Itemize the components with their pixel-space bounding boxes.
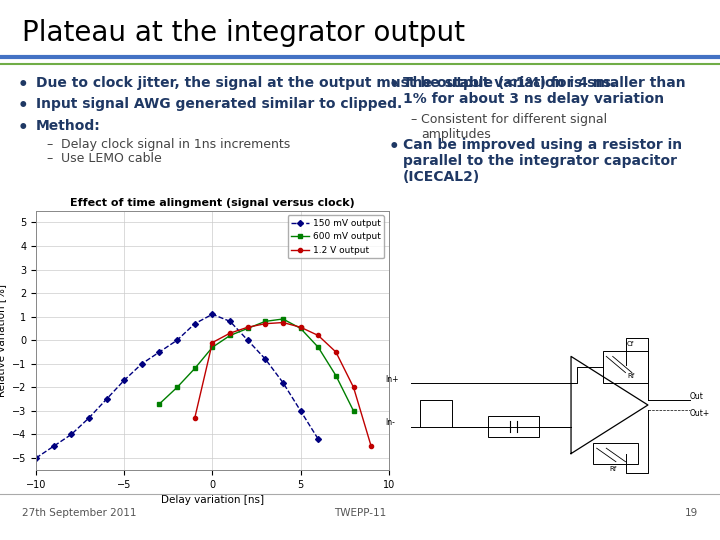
Text: TWEPP-11: TWEPP-11 xyxy=(334,508,386,518)
1.2 V output xyxy=(190,415,199,421)
150 mV output xyxy=(173,337,181,343)
600 mV output xyxy=(243,325,252,332)
150 mV output xyxy=(314,436,323,442)
1.2 V output xyxy=(261,320,269,327)
150 mV output xyxy=(243,337,252,343)
600 mV output xyxy=(297,325,305,332)
1.2 V output xyxy=(226,330,235,336)
Y-axis label: Relative variation [%]: Relative variation [%] xyxy=(0,284,6,397)
Title: Effect of time alingment (signal versus clock): Effect of time alingment (signal versus … xyxy=(70,198,355,208)
600 mV output xyxy=(208,344,217,350)
Text: •: • xyxy=(18,119,29,137)
600 mV output xyxy=(226,332,235,339)
600 mV output xyxy=(261,318,269,325)
Text: In+: In+ xyxy=(385,375,399,384)
Text: Rf: Rf xyxy=(609,466,617,472)
Text: Due to clock jitter, the signal at the output must be stable (<1%) for 4 ns.: Due to clock jitter, the signal at the o… xyxy=(36,76,616,90)
1.2 V output xyxy=(314,332,323,339)
150 mV output xyxy=(85,415,94,421)
Line: 600 mV output: 600 mV output xyxy=(158,317,356,413)
Text: •: • xyxy=(389,138,400,156)
600 mV output xyxy=(156,401,164,407)
1.2 V output xyxy=(349,384,358,390)
1.2 V output xyxy=(243,324,252,330)
Text: –: – xyxy=(410,113,417,126)
Legend: 150 mV output, 600 mV output, 1.2 V output: 150 mV output, 600 mV output, 1.2 V outp… xyxy=(287,215,384,258)
X-axis label: Delay variation [ns]: Delay variation [ns] xyxy=(161,495,264,505)
150 mV output xyxy=(138,361,146,367)
150 mV output xyxy=(279,380,287,386)
150 mV output xyxy=(297,408,305,414)
600 mV output xyxy=(190,365,199,372)
150 mV output xyxy=(261,356,269,362)
1.2 V output xyxy=(279,319,287,326)
Text: •: • xyxy=(18,97,29,115)
Text: Method:: Method: xyxy=(36,119,101,133)
Text: –: – xyxy=(47,152,53,165)
Text: –: – xyxy=(47,138,53,151)
Text: 27th September 2011: 27th September 2011 xyxy=(22,508,136,518)
600 mV output xyxy=(331,372,341,379)
150 mV output xyxy=(32,455,40,461)
Bar xyxy=(593,443,639,464)
Text: Delay clock signal in 1ns increments: Delay clock signal in 1ns increments xyxy=(61,138,290,151)
Text: 19: 19 xyxy=(685,508,698,518)
600 mV output xyxy=(173,384,181,390)
Text: Can be improved using a resistor in
parallel to the integrator capacitor
(ICECAL: Can be improved using a resistor in para… xyxy=(403,138,683,184)
150 mV output xyxy=(67,431,76,438)
Text: Out: Out xyxy=(690,393,703,401)
Text: Input signal AWG generated similar to clipped.: Input signal AWG generated similar to cl… xyxy=(36,97,402,111)
150 mV output xyxy=(120,377,129,383)
Text: Rf: Rf xyxy=(627,373,634,379)
150 mV output xyxy=(208,311,217,318)
Text: In-: In- xyxy=(385,418,395,427)
Text: Cf: Cf xyxy=(627,341,634,347)
1.2 V output xyxy=(331,349,341,355)
Text: Consistent for different signal
amplitudes: Consistent for different signal amplitud… xyxy=(421,113,608,141)
600 mV output xyxy=(314,344,323,350)
Bar xyxy=(603,351,648,383)
150 mV output xyxy=(156,349,164,355)
Text: The output variation is smaller than
1% for about 3 ns delay variation: The output variation is smaller than 1% … xyxy=(403,76,686,106)
600 mV output xyxy=(349,408,358,414)
1.2 V output xyxy=(366,443,376,449)
Bar xyxy=(487,416,539,437)
150 mV output xyxy=(226,318,235,325)
Text: Plateau at the integrator output: Plateau at the integrator output xyxy=(22,19,464,47)
Text: •: • xyxy=(18,76,29,93)
1.2 V output xyxy=(208,339,217,346)
1.2 V output xyxy=(297,324,305,330)
150 mV output xyxy=(102,396,111,402)
Text: Out+: Out+ xyxy=(690,409,710,417)
150 mV output xyxy=(190,320,199,327)
150 mV output xyxy=(50,443,58,449)
Text: Use LEMO cable: Use LEMO cable xyxy=(61,152,162,165)
Line: 1.2 V output: 1.2 V output xyxy=(193,320,373,448)
600 mV output xyxy=(279,316,287,322)
Text: •: • xyxy=(389,76,400,93)
Line: 150 mV output: 150 mV output xyxy=(34,312,320,460)
